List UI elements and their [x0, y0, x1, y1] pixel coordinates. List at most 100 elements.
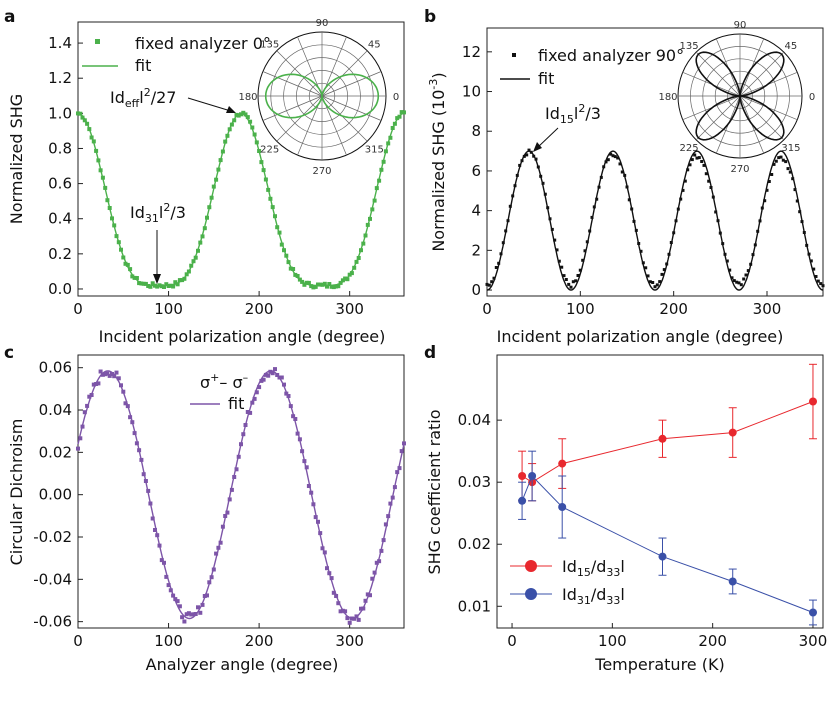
point-a — [343, 276, 348, 281]
point-b — [634, 228, 638, 232]
point-b — [613, 155, 617, 159]
point-a — [123, 261, 128, 266]
point-b — [725, 259, 729, 263]
point-c — [306, 484, 311, 488]
point-b — [735, 280, 739, 284]
xtick-gb-1: 100 — [566, 300, 595, 318]
point-c — [261, 377, 266, 382]
point-b — [779, 155, 783, 159]
point-c — [304, 465, 309, 470]
legend-marker-b-data — [512, 53, 516, 57]
legend-b-fit: fit — [538, 69, 554, 88]
xlabel-a: Incident polarization angle (degree) — [99, 327, 386, 346]
ytick-gb-6: 12 — [462, 43, 481, 61]
point-a — [182, 276, 187, 281]
point-a — [164, 282, 169, 287]
point-c — [180, 615, 185, 620]
panel-b: b 0 100 200 300 0 2 4 6 8 10 12 Incident polarizat… — [424, 7, 825, 346]
point-a — [316, 282, 320, 287]
point-a — [177, 278, 182, 283]
point-b — [520, 159, 524, 163]
ytick-ga-4: 0.8 — [48, 139, 72, 157]
point-c — [286, 394, 291, 398]
ylabel-a: Normalized SHG — [7, 94, 26, 224]
point-b — [602, 165, 606, 169]
point-b — [597, 185, 601, 189]
ticks-b: 0 100 200 300 0 2 4 6 8 10 12 — [462, 43, 781, 318]
point-b — [492, 276, 496, 280]
point-c — [128, 415, 133, 420]
ytick-ga-5: 1.0 — [48, 104, 72, 122]
point-b — [578, 268, 582, 272]
point-b — [709, 186, 713, 189]
point-a — [302, 282, 307, 287]
point-c — [159, 558, 164, 563]
ytick-gb-3: 6 — [471, 162, 481, 180]
point-a — [239, 112, 243, 117]
point-a — [318, 282, 323, 287]
ticks-a: 0 100 200 300 0.0 0.2 0.4 0.6 0.8 1.0 1.2 1.4 — [48, 34, 364, 318]
polar-label-b-3: 315 — [781, 143, 800, 154]
ytick-gd-1: 0.02 — [458, 535, 491, 553]
point-b — [716, 219, 720, 223]
ylabel-c: Circular Dichroism — [7, 419, 26, 566]
polar-label-a-0: 90 — [316, 18, 329, 29]
point-c — [263, 372, 268, 377]
point-b — [550, 227, 554, 231]
point-c — [399, 449, 404, 454]
point-b — [707, 179, 711, 183]
ytick-ga-0: 0.0 — [48, 280, 72, 298]
point-b — [555, 248, 559, 252]
point-a — [236, 113, 241, 118]
point-b — [529, 150, 533, 154]
arrowhead-b-peak — [533, 142, 542, 152]
annotation-a-valley: Id31l2/3 — [130, 201, 186, 225]
axes-frame-a — [77, 21, 405, 297]
point-c — [270, 371, 275, 376]
point-a — [175, 282, 180, 287]
point-c — [184, 612, 189, 617]
data-b — [485, 148, 825, 291]
point-b — [669, 241, 673, 244]
xlabel-b: Incident polarization angle (degree) — [497, 327, 784, 346]
point-b — [809, 259, 813, 263]
point-c — [245, 410, 250, 414]
point-b — [581, 258, 585, 262]
ytick-gb-0: 0 — [471, 281, 481, 299]
point-b — [665, 262, 669, 266]
polar-label-a-1: 45 — [368, 40, 381, 51]
point-c — [150, 516, 155, 521]
point-b — [571, 280, 575, 284]
point-c — [189, 612, 194, 617]
point-d-0-3 — [658, 434, 667, 443]
point-b — [800, 220, 804, 224]
polar-label-b-6: 180 — [658, 92, 677, 103]
point-c — [336, 601, 341, 606]
point-b — [728, 268, 732, 272]
point-c — [100, 372, 105, 377]
xtick-gd-2: 200 — [698, 632, 727, 650]
point-c — [356, 617, 361, 622]
point-b — [814, 275, 818, 278]
point-b — [569, 285, 573, 289]
point-b — [676, 207, 680, 211]
point-c — [325, 566, 329, 571]
point-b — [620, 170, 624, 174]
fit-line-b — [486, 150, 824, 291]
point-c — [82, 410, 87, 415]
point-b — [702, 163, 706, 167]
polar-label-b-0: 90 — [734, 20, 747, 31]
series-line-d-1 — [521, 475, 814, 613]
axes-frame-b — [486, 27, 824, 297]
point-b — [746, 269, 750, 273]
legend-b-data: fixed analyzer 90° — [538, 46, 684, 65]
point-b — [595, 197, 599, 201]
ytick-gd-3: 0.04 — [458, 411, 491, 429]
point-b — [497, 261, 501, 265]
point-b — [686, 168, 690, 172]
arrowhead-a-peak — [226, 106, 236, 113]
point-d-1-0 — [518, 496, 527, 505]
point-b — [714, 210, 718, 214]
point-c — [105, 371, 110, 376]
point-b — [718, 231, 722, 235]
